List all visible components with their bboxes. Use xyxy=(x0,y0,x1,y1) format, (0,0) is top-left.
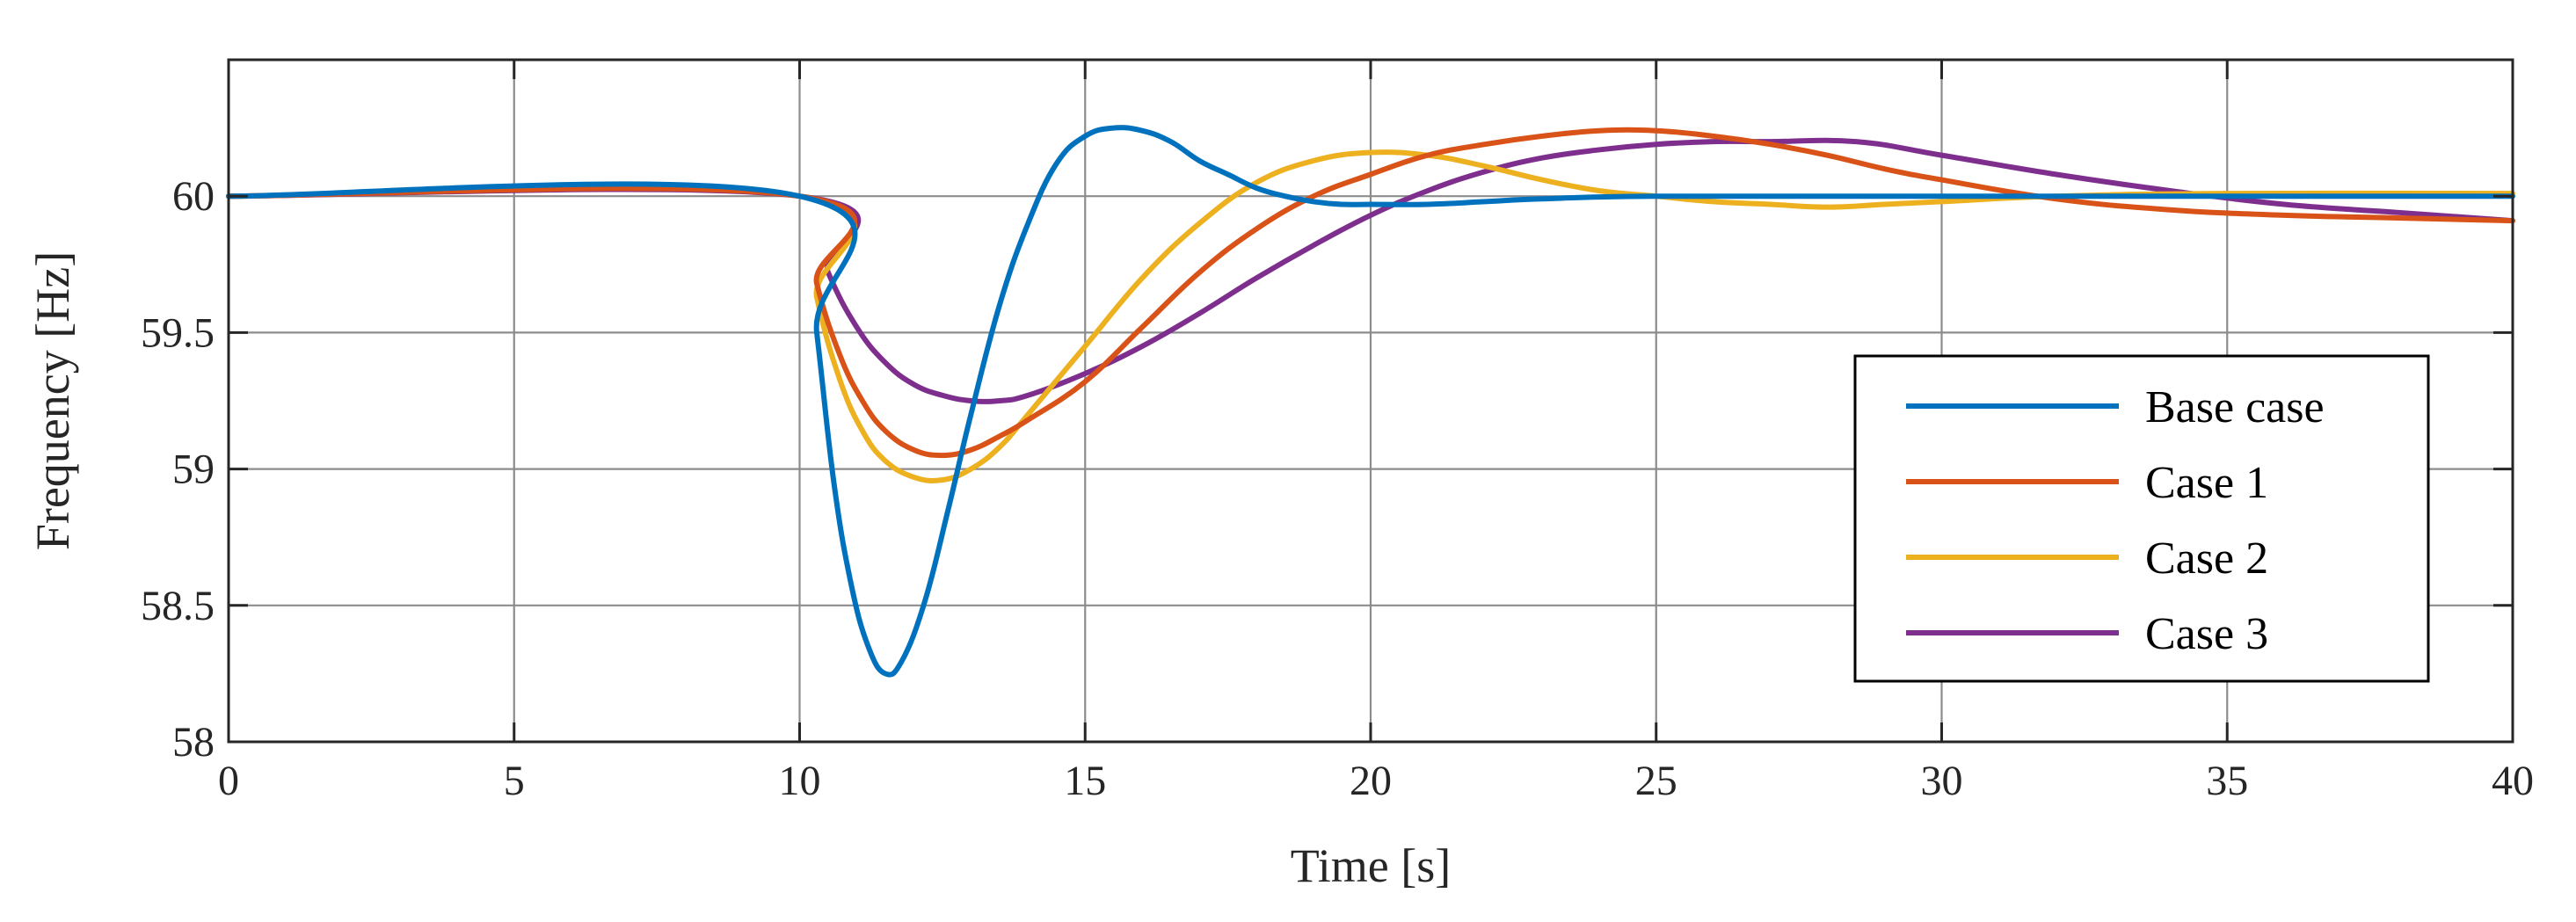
series-line-case-2 xyxy=(226,149,2515,483)
x-tick-labels: 0 5 10 15 20 25 30 35 40 xyxy=(218,758,2534,804)
y-axis-label: Frequency [Hz] xyxy=(26,251,79,550)
ticks xyxy=(227,60,2514,744)
y-tick-label: 58 xyxy=(172,719,215,766)
y-tick-label: 59 xyxy=(172,446,215,493)
legend-label: Case 1 xyxy=(2145,458,2268,508)
x-tick-label: 20 xyxy=(1350,758,1392,804)
x-tick-label: 5 xyxy=(504,758,525,804)
y-tick-labels: 58 58.5 59 59.5 60 xyxy=(141,173,215,766)
legend-box xyxy=(1853,354,2430,683)
y-tick-label: 59.5 xyxy=(141,309,215,356)
y-tick-label: 58.5 xyxy=(141,583,215,629)
series-line-base-case xyxy=(226,125,2515,678)
legend-label: Case 3 xyxy=(2145,609,2268,659)
legend-label: Base case xyxy=(2145,382,2325,432)
legend-label: Case 2 xyxy=(2145,534,2268,584)
series-group xyxy=(226,125,2515,678)
series-line-case-3 xyxy=(226,137,2515,404)
x-tick-label: 0 xyxy=(218,758,239,804)
x-axis-label: Time [s] xyxy=(1291,839,1452,892)
x-tick-label: 35 xyxy=(2206,758,2248,804)
y-tick-label: 60 xyxy=(172,173,215,220)
x-tick-label: 30 xyxy=(1921,758,1963,804)
x-tick-label: 15 xyxy=(1064,758,1106,804)
legend: Base case Case 1 Case 2 Case 3 xyxy=(1853,354,2430,683)
x-tick-label: 40 xyxy=(2492,758,2534,804)
x-tick-label: 10 xyxy=(779,758,821,804)
x-tick-label: 25 xyxy=(1635,758,1677,804)
series-line-case-1 xyxy=(226,127,2515,459)
